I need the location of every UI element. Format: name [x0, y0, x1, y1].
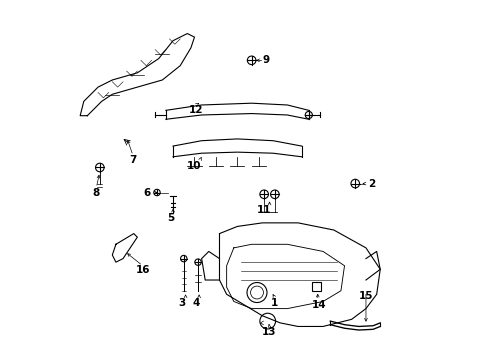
Text: 6: 6 [143, 188, 151, 198]
Text: 14: 14 [311, 300, 326, 310]
Text: 10: 10 [187, 161, 202, 171]
Text: 3: 3 [178, 298, 185, 308]
Text: 8: 8 [92, 188, 100, 198]
Text: 2: 2 [367, 179, 374, 189]
Text: 9: 9 [262, 55, 269, 65]
Text: 12: 12 [189, 105, 203, 115]
Text: 1: 1 [271, 298, 278, 308]
Text: 7: 7 [129, 156, 137, 165]
Text: 4: 4 [192, 298, 200, 308]
Text: 16: 16 [135, 265, 150, 275]
Text: 11: 11 [256, 205, 271, 215]
Text: 13: 13 [262, 327, 276, 337]
Text: 15: 15 [358, 291, 372, 301]
Text: 5: 5 [167, 212, 175, 222]
